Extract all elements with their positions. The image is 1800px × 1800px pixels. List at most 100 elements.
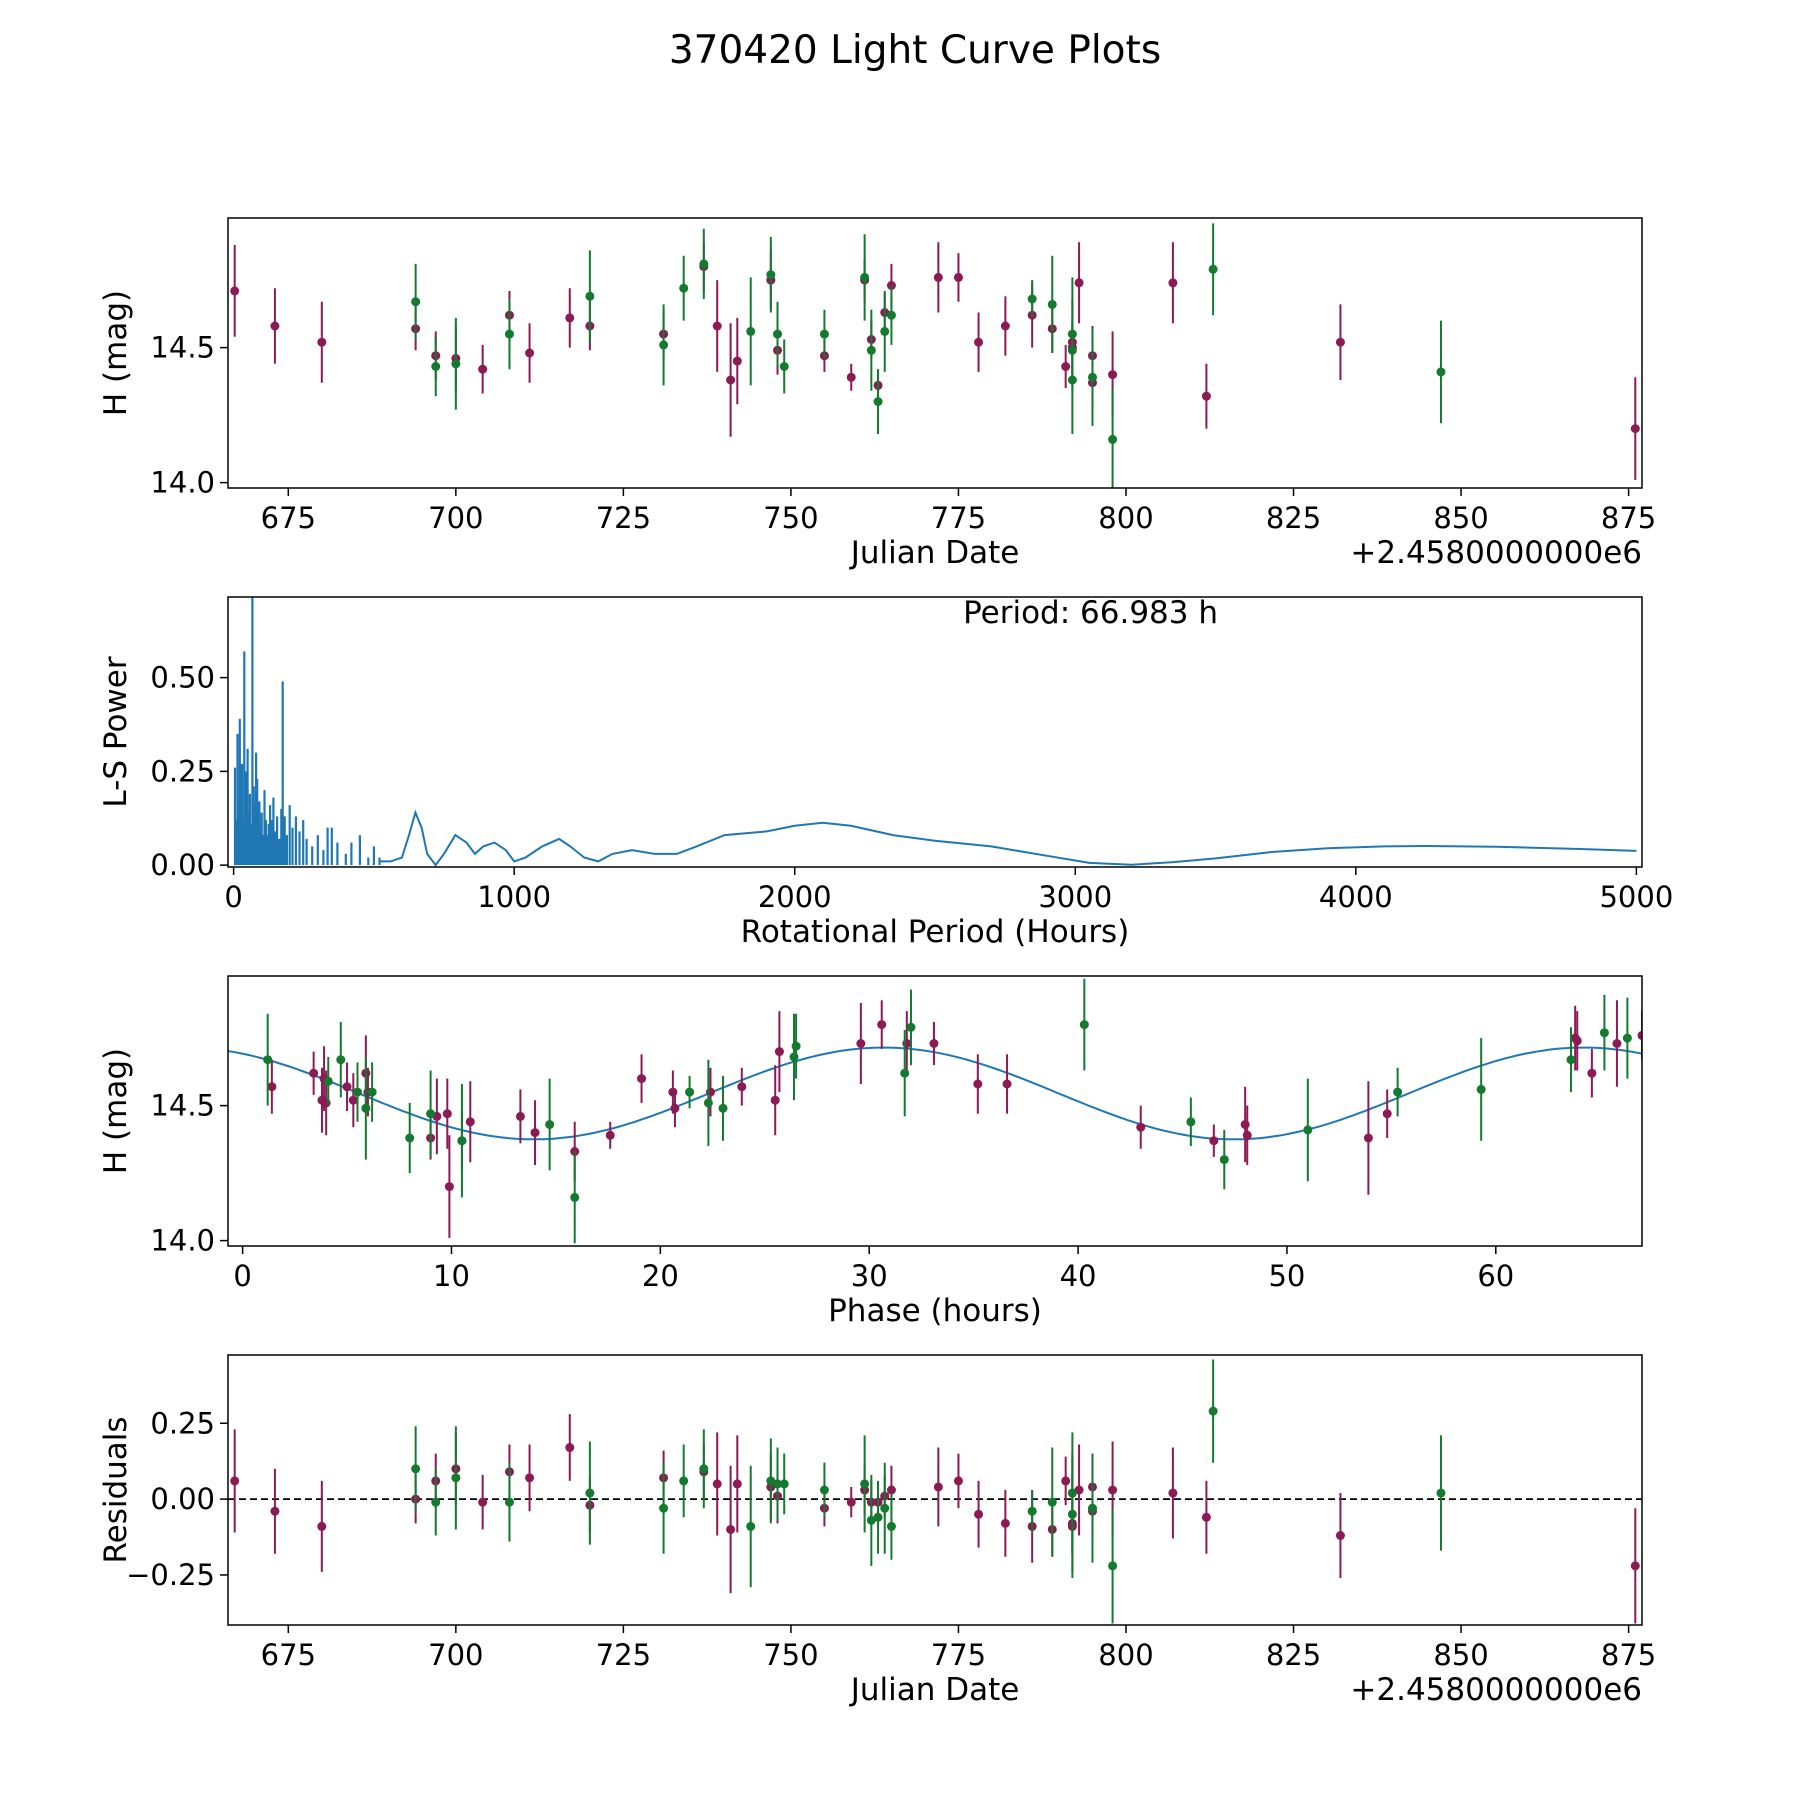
y-tick-label: −0.25	[126, 1558, 215, 1592]
data-point-green	[866, 1515, 876, 1525]
data-point-magenta	[605, 1130, 615, 1140]
data-point-magenta	[465, 1117, 475, 1127]
data-point-green	[451, 359, 461, 369]
data-point-green	[411, 297, 421, 307]
data-point-magenta	[565, 313, 575, 323]
data-point-magenta	[230, 286, 240, 296]
data-point-green	[263, 1055, 273, 1065]
y-tick-label: 14.5	[150, 331, 215, 365]
data-point-magenta	[705, 1087, 715, 1097]
data-point-magenta	[856, 1039, 866, 1048]
data-point-green	[746, 326, 756, 336]
data-point-magenta	[953, 1476, 963, 1486]
x-tick-label: 700	[428, 1638, 483, 1672]
data-point-magenta	[1201, 391, 1211, 401]
x-tick-label: 20	[642, 1259, 679, 1293]
plot-area-ls	[233, 597, 1637, 867]
x-tick-label: 750	[763, 501, 818, 535]
data-point-magenta	[478, 1497, 488, 1507]
data-point-green	[718, 1103, 728, 1113]
x-tick-label: 800	[1098, 501, 1153, 535]
data-point-green	[585, 291, 595, 301]
panel-phase: 0 10 20 30 40 50 60 14.0 14.5 Phase (hours) H (mag…	[98, 975, 1643, 1329]
y-tick-label: 0.50	[150, 661, 215, 695]
x-tick-label: 700	[428, 501, 483, 535]
data-point-magenta	[1168, 1488, 1178, 1498]
data-point-magenta	[348, 1095, 358, 1105]
data-point-green	[679, 1476, 689, 1486]
periodogram-spikes	[233, 597, 381, 866]
figure-title: 370420 Light Curve Plots	[668, 28, 1162, 73]
x-axis-label: Phase (hours)	[828, 1293, 1042, 1329]
data-point-green	[451, 1473, 461, 1483]
data-point-green	[860, 1479, 870, 1489]
data-point-green	[1027, 1506, 1037, 1516]
data-point-magenta	[929, 1039, 939, 1048]
data-point-green	[779, 362, 789, 371]
data-point-magenta	[1061, 1476, 1071, 1486]
periodogram-line	[379, 809, 1637, 867]
data-point-magenta	[1201, 1512, 1211, 1522]
x-tick-label: 2000	[758, 880, 832, 914]
data-point-magenta	[668, 1087, 678, 1097]
data-point-green	[659, 1503, 669, 1513]
x-tick-label: 50	[1268, 1259, 1305, 1293]
data-point-green	[1067, 1488, 1077, 1498]
data-point-green	[1047, 1497, 1057, 1507]
data-point-magenta	[732, 356, 742, 366]
data-point-magenta	[1630, 1561, 1640, 1571]
x-tick-label: 750	[763, 1638, 818, 1672]
data-point-green	[860, 272, 870, 282]
data-point-green	[880, 326, 890, 336]
data-point-green	[789, 1052, 799, 1062]
data-point-magenta	[933, 1482, 943, 1492]
data-point-green	[886, 310, 896, 320]
x-axis-label: Rotational Period (Hours)	[741, 914, 1130, 950]
plot-area-resid	[228, 1359, 1642, 1624]
data-point-green	[323, 1076, 333, 1086]
data-point-green	[352, 1087, 362, 1097]
y-tick-label: 0.00	[150, 1482, 215, 1516]
data-point-green	[411, 1464, 421, 1474]
data-point-green	[431, 362, 441, 371]
data-point-magenta	[933, 272, 943, 282]
data-point-magenta	[342, 1082, 352, 1092]
data-point-green	[1067, 375, 1077, 385]
data-point-green	[1208, 1406, 1218, 1416]
x-tick-label: 825	[1266, 501, 1321, 535]
data-point-magenta	[974, 1509, 984, 1519]
data-point-magenta	[1587, 1068, 1597, 1078]
data-point-magenta	[712, 1479, 722, 1489]
y-tick-label: 14.0	[150, 466, 215, 500]
data-point-green	[699, 1464, 709, 1474]
x-tick-label: 675	[261, 501, 316, 535]
data-point-green	[585, 1488, 595, 1498]
data-point-magenta	[1572, 1036, 1582, 1046]
data-point-magenta	[565, 1443, 575, 1453]
x-tick-label: 10	[433, 1259, 470, 1293]
data-point-green	[685, 1087, 695, 1097]
data-point-magenta	[1335, 1531, 1345, 1541]
x-tick-label: 775	[931, 1638, 986, 1672]
data-point-green	[886, 1521, 896, 1531]
x-tick-label: 4000	[1319, 880, 1393, 914]
data-point-green	[457, 1136, 467, 1146]
data-point-magenta	[1612, 1039, 1622, 1048]
y-tick-label: 0.25	[150, 754, 215, 788]
x-tick-label: 1000	[477, 880, 551, 914]
data-point-magenta	[1382, 1109, 1392, 1119]
x-offset-label: +2.4580000000e6	[1350, 535, 1642, 571]
data-point-magenta	[267, 1082, 277, 1092]
data-point-magenta	[309, 1068, 319, 1078]
data-point-green	[866, 345, 876, 355]
x-tick-label: 850	[1433, 1638, 1488, 1672]
x-tick-label: 725	[596, 1638, 651, 1672]
data-point-green	[1476, 1084, 1486, 1094]
data-point-green	[1208, 264, 1218, 274]
data-point-green	[791, 1041, 801, 1051]
data-point-green	[746, 1521, 756, 1531]
axes-frame	[227, 1354, 1643, 1626]
data-point-magenta	[877, 1020, 887, 1030]
data-point-magenta	[1000, 321, 1010, 331]
x-tick-label: 0	[224, 880, 242, 914]
